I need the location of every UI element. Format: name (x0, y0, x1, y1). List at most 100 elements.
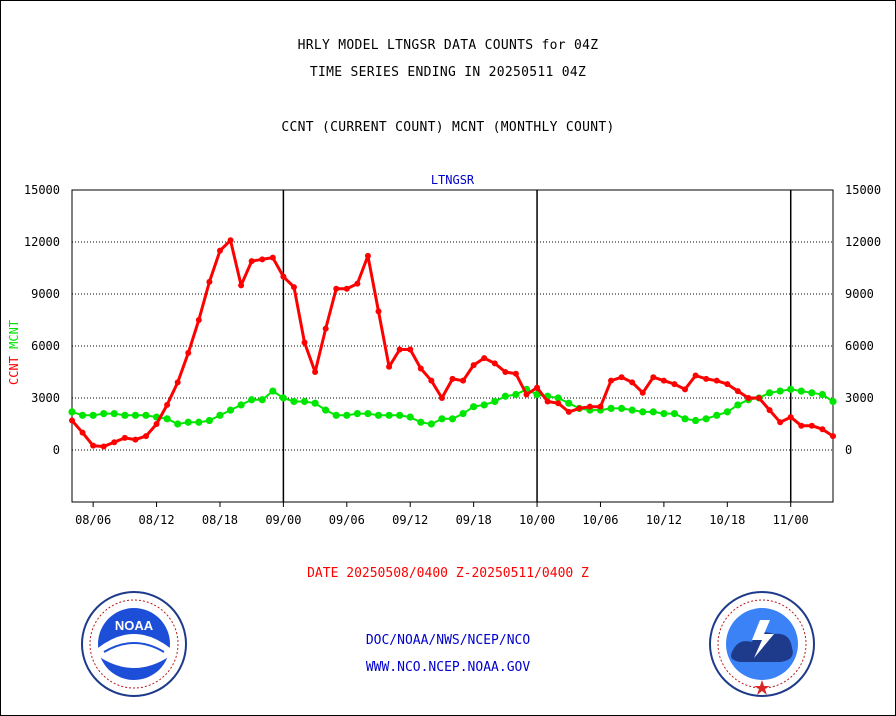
ccnt-data-point (69, 417, 75, 424)
mcnt-data-point (818, 390, 827, 399)
y-tick-label-right: 15000 (845, 183, 881, 197)
mcnt-data-point (691, 416, 700, 425)
mcnt-data-point (427, 420, 435, 428)
chart-title-line1: HRLY MODEL LTNGSR DATA COUNTS for 04Z (297, 38, 599, 53)
mcnt-data-point (142, 411, 150, 419)
nws-logo[interactable] (708, 590, 816, 698)
mcnt-data-point (343, 411, 351, 419)
ccnt-data-point (354, 280, 361, 287)
ccnt-data-point (608, 377, 615, 384)
ccnt-data-point (364, 252, 371, 259)
org-path-link[interactable]: DOC/NOAA/NWS/NCEP/NCO (365, 633, 531, 648)
ccnt-data-point (819, 426, 826, 433)
ccnt-data-point (745, 395, 752, 401)
y-tick-label-left: 9000 (31, 287, 60, 301)
ccnt-data-point (121, 434, 128, 441)
ccnt-data-point (618, 374, 625, 381)
x-tick-label: 10/00 (519, 513, 555, 527)
mcnt-data-point (195, 418, 203, 426)
ccnt-data-point (322, 325, 329, 332)
ccnt-data-point (248, 258, 255, 265)
ccnt-data-point (534, 384, 541, 391)
y-tick-label-right: 9000 (845, 287, 874, 301)
mcnt-data-point (290, 397, 298, 406)
ccnt-data-point (375, 308, 382, 315)
mcnt-data-point (311, 399, 319, 407)
ccnt-data-point (639, 389, 646, 396)
mcnt-data-point (89, 411, 97, 419)
ccnt-data-point (343, 285, 350, 292)
ccnt-data-point (629, 379, 636, 386)
ccnt-data-point (544, 398, 551, 405)
x-tick-label: 10/18 (709, 513, 745, 527)
mcnt-data-point (554, 394, 562, 402)
ccnt-data-point (671, 381, 678, 388)
noaa-logo[interactable]: NOAA (80, 590, 188, 698)
mcnt-data-point (374, 411, 383, 419)
mcnt-data-point (364, 410, 372, 418)
x-tick-label: 11/00 (773, 513, 809, 527)
y-tick-label-right: 12000 (845, 235, 881, 249)
ccnt-data-point (724, 381, 731, 388)
ccnt-data-point (460, 377, 467, 384)
x-tick-label: 08/06 (75, 513, 111, 527)
mcnt-data-point (734, 401, 742, 409)
mcnt-data-point (300, 397, 309, 406)
ccnt-data-point (142, 433, 149, 440)
mcnt-data-point (396, 411, 404, 419)
ccnt-data-point (703, 375, 710, 382)
mcnt-data-point (618, 404, 626, 412)
y-tick-label-right: 3000 (845, 391, 874, 405)
mcnt-data-point (131, 411, 140, 419)
x-tick-label: 09/00 (265, 513, 301, 527)
ccnt-data-point (269, 254, 276, 261)
ccnt-data-point (111, 439, 118, 446)
mcnt-data-point (406, 413, 414, 421)
mcnt-data-point (269, 387, 277, 395)
ccnt-data-point (734, 388, 741, 395)
y-tick-label-left: 15000 (24, 183, 60, 197)
y-tick-label-left: 0 (53, 443, 60, 457)
ccnt-data-point (692, 372, 699, 379)
mcnt-data-point (607, 404, 615, 412)
ccnt-data-point (290, 284, 297, 291)
mcnt-data-point (184, 418, 192, 426)
mcnt-data-point (702, 415, 710, 423)
x-tick-label: 08/18 (202, 513, 238, 527)
y-tick-label-left: 3000 (31, 391, 60, 405)
ccnt-data-point (650, 374, 657, 381)
ccnt-data-point (153, 421, 160, 427)
mcnt-data-point (100, 410, 108, 418)
website-link[interactable]: WWW.NCO.NCEP.NOAA.GOV (365, 660, 531, 675)
ccnt-data-point (79, 429, 86, 436)
y-axis-label-mcnt: MCNT (7, 320, 21, 349)
lightning-count-chart: 0 0 3000 3000 6000 6000 9000 9000 12000 12000 1500… (7, 173, 881, 527)
mcnt-data-point (797, 387, 805, 395)
mcnt-data-point (322, 406, 330, 414)
ccnt-data-point (766, 407, 773, 414)
ccnt-data-point (798, 422, 805, 429)
ccnt-data-point (185, 349, 192, 356)
date-range-label: DATE 20250508/0400 Z-20250511/0400 Z (307, 566, 589, 581)
ccnt-data-point (523, 391, 530, 398)
mcnt-data-point (670, 410, 679, 418)
mcnt-data-point (501, 392, 509, 400)
mcnt-data-point (68, 408, 76, 416)
mcnt-data-point (385, 411, 393, 419)
mcnt-data-point (639, 408, 647, 416)
ccnt-data-point (90, 442, 97, 449)
mcnt-data-point (533, 390, 541, 399)
ccnt-data-point (386, 363, 393, 370)
mcnt-data-point (713, 411, 721, 419)
ccnt-data-point (164, 401, 171, 408)
ccnt-data-point (512, 370, 519, 377)
ccnt-data-point (216, 247, 223, 254)
ccnt-data-point (682, 386, 689, 393)
mcnt-data-point (226, 406, 235, 414)
x-tick-label: 09/18 (456, 513, 492, 527)
ccnt-data-point (438, 395, 445, 401)
ccnt-data-point (502, 369, 509, 375)
ccnt-data-point (586, 403, 593, 410)
ccnt-data-point (238, 282, 245, 289)
mcnt-data-point (765, 389, 774, 397)
